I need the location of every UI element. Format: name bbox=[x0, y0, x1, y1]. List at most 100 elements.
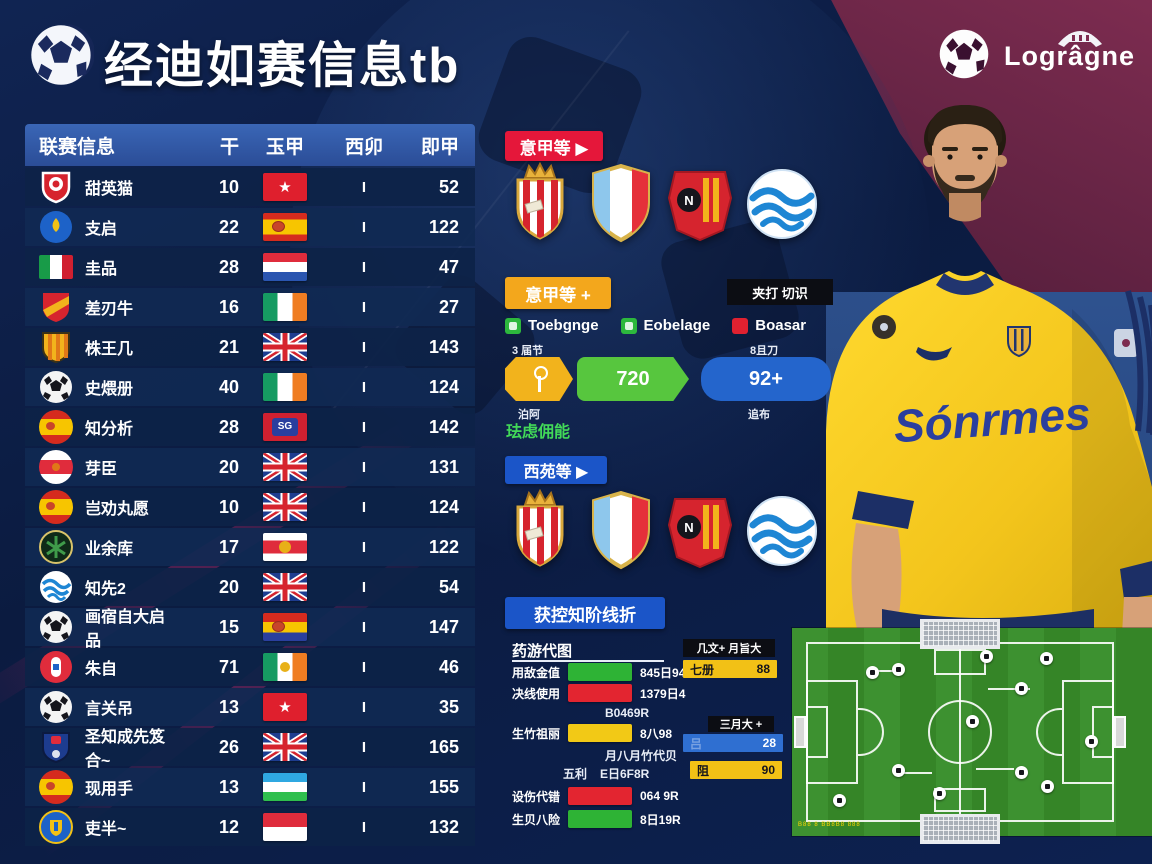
table-row[interactable]: 知分析 28 SG I 142 bbox=[25, 408, 475, 446]
stat-value-2: 52 bbox=[438, 176, 459, 197]
table-row[interactable]: 朱自 71 I 46 bbox=[25, 648, 475, 686]
stat-bar-label: 决线使用 bbox=[512, 686, 561, 701]
stat-bar bbox=[568, 724, 632, 742]
legend-swatch-icon bbox=[505, 317, 521, 334]
stat-value-2: 132 bbox=[428, 816, 459, 837]
soccer-ball-marker bbox=[966, 715, 979, 728]
team-icon bbox=[39, 730, 73, 764]
player-photo: Sónrmes bbox=[826, 105, 1152, 635]
stat-bar-value: 1379日4 bbox=[640, 686, 686, 701]
brand-ball-icon bbox=[936, 26, 992, 87]
flag-cell bbox=[239, 293, 331, 321]
crest-french-shield-icon bbox=[588, 490, 654, 576]
stat-value-1: 20 bbox=[218, 576, 239, 597]
stat-value-2: 35 bbox=[438, 696, 459, 717]
flag-cell bbox=[239, 493, 331, 521]
flag-cell bbox=[239, 373, 331, 401]
app-logo-ball-icon bbox=[28, 22, 96, 93]
stat-value-2: 155 bbox=[428, 776, 459, 797]
stats-underline bbox=[512, 660, 664, 662]
stat-bar-value: 845日94 bbox=[640, 665, 686, 680]
mid-marker: I bbox=[361, 578, 367, 596]
team-name: 差刃牛 bbox=[85, 301, 134, 318]
mid-marker: I bbox=[361, 658, 367, 676]
table-row[interactable]: 株王几 21 I 143 bbox=[25, 328, 475, 366]
chevron-bottom-right-label: 追布 bbox=[748, 409, 770, 421]
legend-swatch-icon bbox=[732, 317, 749, 334]
flag-cell bbox=[239, 253, 331, 281]
stat-bar bbox=[568, 810, 632, 828]
stat-value-1: 13 bbox=[218, 696, 239, 717]
crest-wave-circle-icon bbox=[746, 495, 818, 572]
team-icon bbox=[39, 210, 73, 244]
mid-marker: I bbox=[361, 258, 367, 276]
table-row[interactable]: 知先2 20 I 54 bbox=[25, 568, 475, 606]
stat-value-1: 17 bbox=[218, 536, 239, 557]
table-row[interactable]: 圭品 28 I 47 bbox=[25, 248, 475, 286]
crown-crest-icon bbox=[1054, 22, 1106, 53]
table-row[interactable]: 芽臣 20 I 131 bbox=[25, 448, 475, 486]
stat-bar-value: 064 9R bbox=[640, 789, 679, 803]
mid-marker: I bbox=[361, 818, 367, 836]
table-row[interactable]: 业余库 17 I 122 bbox=[25, 528, 475, 566]
stat-value-1: 16 bbox=[218, 296, 239, 317]
stat-bar-row: 生贝八险 8日19R bbox=[512, 810, 681, 828]
team-name: 支启 bbox=[85, 221, 118, 238]
soccer-ball-marker bbox=[933, 787, 946, 800]
mini-box-label: 吕 bbox=[690, 736, 703, 751]
table-row[interactable]: 岂劝丸愿 10 I 124 bbox=[25, 488, 475, 526]
stat-value-1: 71 bbox=[218, 656, 239, 677]
table-row[interactable]: 画宿自大启品 15 I 147 bbox=[25, 608, 475, 650]
stat-bar bbox=[568, 684, 632, 702]
table-row[interactable]: 圣知成先笈合~ 26 I 165 bbox=[25, 728, 475, 770]
table-row[interactable]: 吏半~ 12 I 132 bbox=[25, 808, 475, 846]
stat-floater-3: E日6F8R bbox=[600, 767, 650, 781]
crest-row-top: N bbox=[505, 161, 818, 251]
flag-cell bbox=[239, 813, 331, 841]
flag-union-jack-icon bbox=[263, 493, 307, 521]
legend-row: Toebgnge Eobelage Boasar bbox=[505, 317, 828, 334]
legend-label: Eobelage bbox=[643, 317, 711, 334]
serie-a-button[interactable]: 意甲等 ▶ bbox=[505, 131, 603, 161]
team-name: 株王几 bbox=[85, 341, 134, 358]
stat-value-1: 12 bbox=[218, 816, 239, 837]
mini-box-yellow-2: 阻 90 bbox=[690, 761, 782, 779]
table-row[interactable]: 现用手 13 I 155 bbox=[25, 768, 475, 806]
mini-box-label: 阻 bbox=[697, 763, 710, 778]
goal-box-left bbox=[806, 706, 828, 758]
mid-marker: I bbox=[361, 458, 367, 476]
la-liga-button[interactable]: 西苑等 ▶ bbox=[505, 456, 607, 484]
stat-bar-value: 8日19R bbox=[640, 812, 681, 827]
table-row[interactable]: 支启 22 I 122 bbox=[25, 208, 475, 246]
column-header-3: 西卯 bbox=[344, 136, 383, 158]
stat-value-2: 124 bbox=[428, 496, 459, 517]
flag-white-red-badge-icon bbox=[263, 533, 307, 561]
pin-icon bbox=[533, 366, 548, 392]
flag-red-star-icon: ★ bbox=[263, 173, 307, 201]
stat-bar-row: 用敌金值 845日94 bbox=[512, 663, 685, 681]
crest-striped-crown-icon bbox=[505, 161, 575, 251]
chevron-blue: 92+ bbox=[701, 357, 831, 401]
flag-tricolor-horizontal-icon bbox=[263, 253, 307, 281]
serie-a-plus-button[interactable]: 意甲等 + bbox=[505, 277, 611, 309]
team-name: 朱自 bbox=[85, 661, 118, 678]
flag-red-white-icon bbox=[263, 813, 307, 841]
stat-value-1: 20 bbox=[218, 456, 239, 477]
stat-value-1: 22 bbox=[218, 216, 239, 237]
legend-item: Eobelage bbox=[620, 317, 711, 334]
stat-value-2: 46 bbox=[438, 656, 459, 677]
goal-net-bottom bbox=[920, 814, 1000, 844]
flag-cell bbox=[239, 213, 331, 241]
stat-value-2: 147 bbox=[428, 616, 459, 637]
crest-french-shield-icon bbox=[588, 163, 654, 249]
stats-header-button[interactable]: 获控知阶线折 bbox=[505, 597, 665, 629]
table-row[interactable]: 言关吊 13 ★ I 35 bbox=[25, 688, 475, 726]
flag-cell bbox=[239, 613, 331, 641]
table-row[interactable]: 甜英猫 10 ★ I 52 bbox=[25, 168, 475, 206]
flag-cell bbox=[239, 333, 331, 361]
flag-tricolor-gold-icon bbox=[263, 653, 307, 681]
team-name: 吏半~ bbox=[85, 821, 127, 838]
table-row[interactable]: 史煨册 40 I 124 bbox=[25, 368, 475, 406]
stat-value-2: 165 bbox=[428, 736, 459, 757]
table-row[interactable]: 差刃牛 16 I 27 bbox=[25, 288, 475, 326]
